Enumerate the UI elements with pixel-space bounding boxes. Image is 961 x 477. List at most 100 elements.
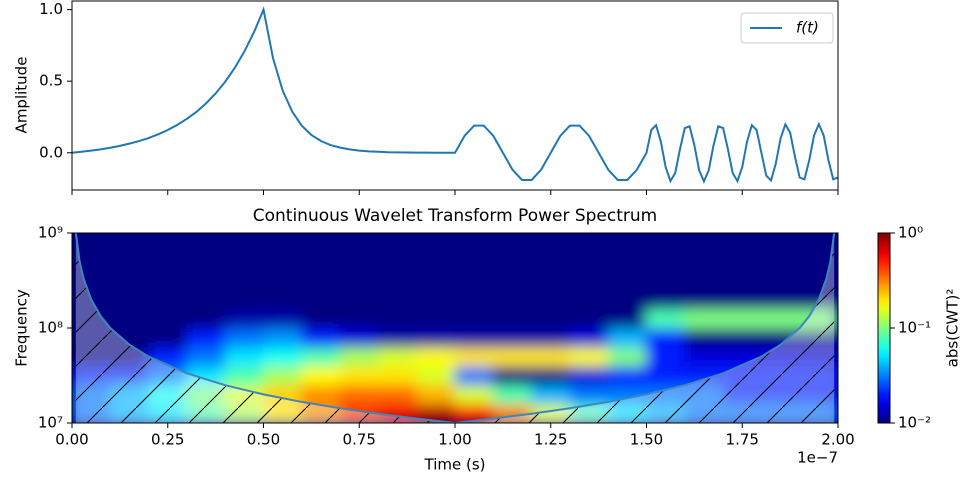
heatmap-cell	[760, 289, 801, 310]
x-tick-label: 1.75	[726, 431, 759, 449]
heatmap-cell	[531, 233, 571, 253]
heatmap-cell	[454, 403, 494, 423]
heatmap-cell	[531, 384, 571, 405]
heatmap-cell	[377, 346, 418, 367]
heatmap-cell	[301, 270, 341, 291]
heatmap-cell	[722, 289, 762, 310]
heatmap-cell	[722, 308, 762, 329]
heatmap-cell	[454, 233, 494, 253]
heatmap-cell	[148, 233, 188, 253]
heatmap-cell	[339, 270, 379, 291]
heatmap-cell	[531, 327, 571, 348]
heatmap-cell	[684, 270, 724, 291]
heatmap-cell	[263, 346, 303, 367]
heatmap-cell	[722, 233, 762, 253]
heatmap-cell	[646, 233, 686, 253]
x-tick-label: 1.25	[534, 431, 567, 449]
heatmap-cell	[301, 308, 341, 329]
heatmap-cell	[416, 308, 456, 329]
heatmap-cell	[72, 233, 111, 253]
line-axes: f(t) 0.0 0.5 1.0	[39, 0, 839, 195]
heatmap-cell	[339, 365, 379, 386]
y-axis-label: Frequency	[13, 289, 31, 367]
heatmap-cell	[224, 346, 264, 367]
colorbar-tick-label: 10⁰	[898, 224, 923, 242]
heatmap-cell	[607, 289, 647, 310]
heatmap-cell	[799, 233, 838, 253]
heatmap-cell	[646, 346, 686, 367]
heatmap-cell	[339, 308, 379, 329]
heatmap-cell	[684, 327, 724, 348]
heatmap-cell	[186, 308, 226, 329]
heatmap-cell	[416, 365, 456, 386]
colorbar-label: abs(CWT)²	[944, 289, 961, 368]
heatmap-cell	[646, 289, 686, 310]
x-tick-label: 2.00	[821, 431, 854, 449]
heatmap-cell	[339, 289, 379, 310]
heatmap-cell	[569, 384, 609, 405]
heatmap-cell	[263, 327, 303, 348]
x-tick-label: 0.50	[247, 431, 280, 449]
heatmap-cell	[186, 327, 226, 348]
heatmap-cell	[377, 251, 418, 272]
heatmap-cell	[454, 270, 494, 291]
heatmap-cell	[454, 346, 494, 367]
heatmap-cell	[377, 308, 418, 329]
heatmap-cell	[377, 327, 418, 348]
heatmap-cell	[377, 289, 418, 310]
heatmap-cell	[148, 289, 188, 310]
heatmap-cell	[646, 251, 686, 272]
heatmap-cell	[569, 365, 609, 386]
heatmap-cell	[569, 251, 609, 272]
heatmap-cell	[569, 308, 609, 329]
heatmap-cell	[339, 346, 379, 367]
heatmap-cell	[646, 270, 686, 291]
heatmap-cell	[377, 384, 418, 405]
y-tick-label: 0.5	[39, 72, 63, 90]
plot-area	[72, 6, 838, 184]
heatmap-cell	[607, 270, 647, 291]
heatmap-cell	[224, 289, 264, 310]
y-tick-label: 10⁹	[38, 224, 63, 242]
heatmap-cell	[148, 251, 188, 272]
heatmap-cell	[607, 233, 647, 253]
heatmap-cell	[607, 365, 647, 386]
plot-area	[72, 233, 838, 423]
heatmap-cell	[684, 346, 724, 367]
heatmap-cell	[684, 233, 724, 253]
heatmap-cell	[646, 365, 686, 386]
heatmap-cell	[301, 346, 341, 367]
colorbar-tick-label: 10⁻²	[898, 414, 931, 432]
heatmap-cell	[492, 270, 533, 291]
heatmap-cell	[109, 270, 150, 291]
heatmap-cell	[569, 270, 609, 291]
heatmap-cell	[492, 384, 533, 405]
heatmap-cell	[646, 327, 686, 348]
heatmap-cell	[186, 270, 226, 291]
heatmap-cell	[301, 233, 341, 253]
heatmap-cell	[646, 308, 686, 329]
heatmap-cell	[377, 365, 418, 386]
heatmap-cell	[607, 251, 647, 272]
heatmap-cell	[492, 327, 533, 348]
heatmap-cell	[263, 308, 303, 329]
heatmap-cell	[224, 365, 264, 386]
heatmap-cell	[416, 403, 456, 423]
x-tick-label: 1.50	[630, 431, 663, 449]
heatmap-cell	[109, 308, 150, 329]
heatmap-cell	[454, 308, 494, 329]
heatmap-cell	[722, 270, 762, 291]
heatmap-cell	[339, 233, 379, 253]
heatmap-cell	[607, 346, 647, 367]
heatmap-cell	[377, 233, 418, 253]
heatmap-cell	[186, 346, 226, 367]
heatmap-cell	[416, 346, 456, 367]
heatmap-cell	[760, 270, 801, 291]
heatmap-cell	[186, 233, 226, 253]
heatmap-cell	[109, 233, 150, 253]
legend-label: f(t)	[796, 19, 819, 37]
heatmap-cell	[148, 327, 188, 348]
heatmap-cell	[263, 289, 303, 310]
heatmap-cell	[722, 327, 762, 348]
